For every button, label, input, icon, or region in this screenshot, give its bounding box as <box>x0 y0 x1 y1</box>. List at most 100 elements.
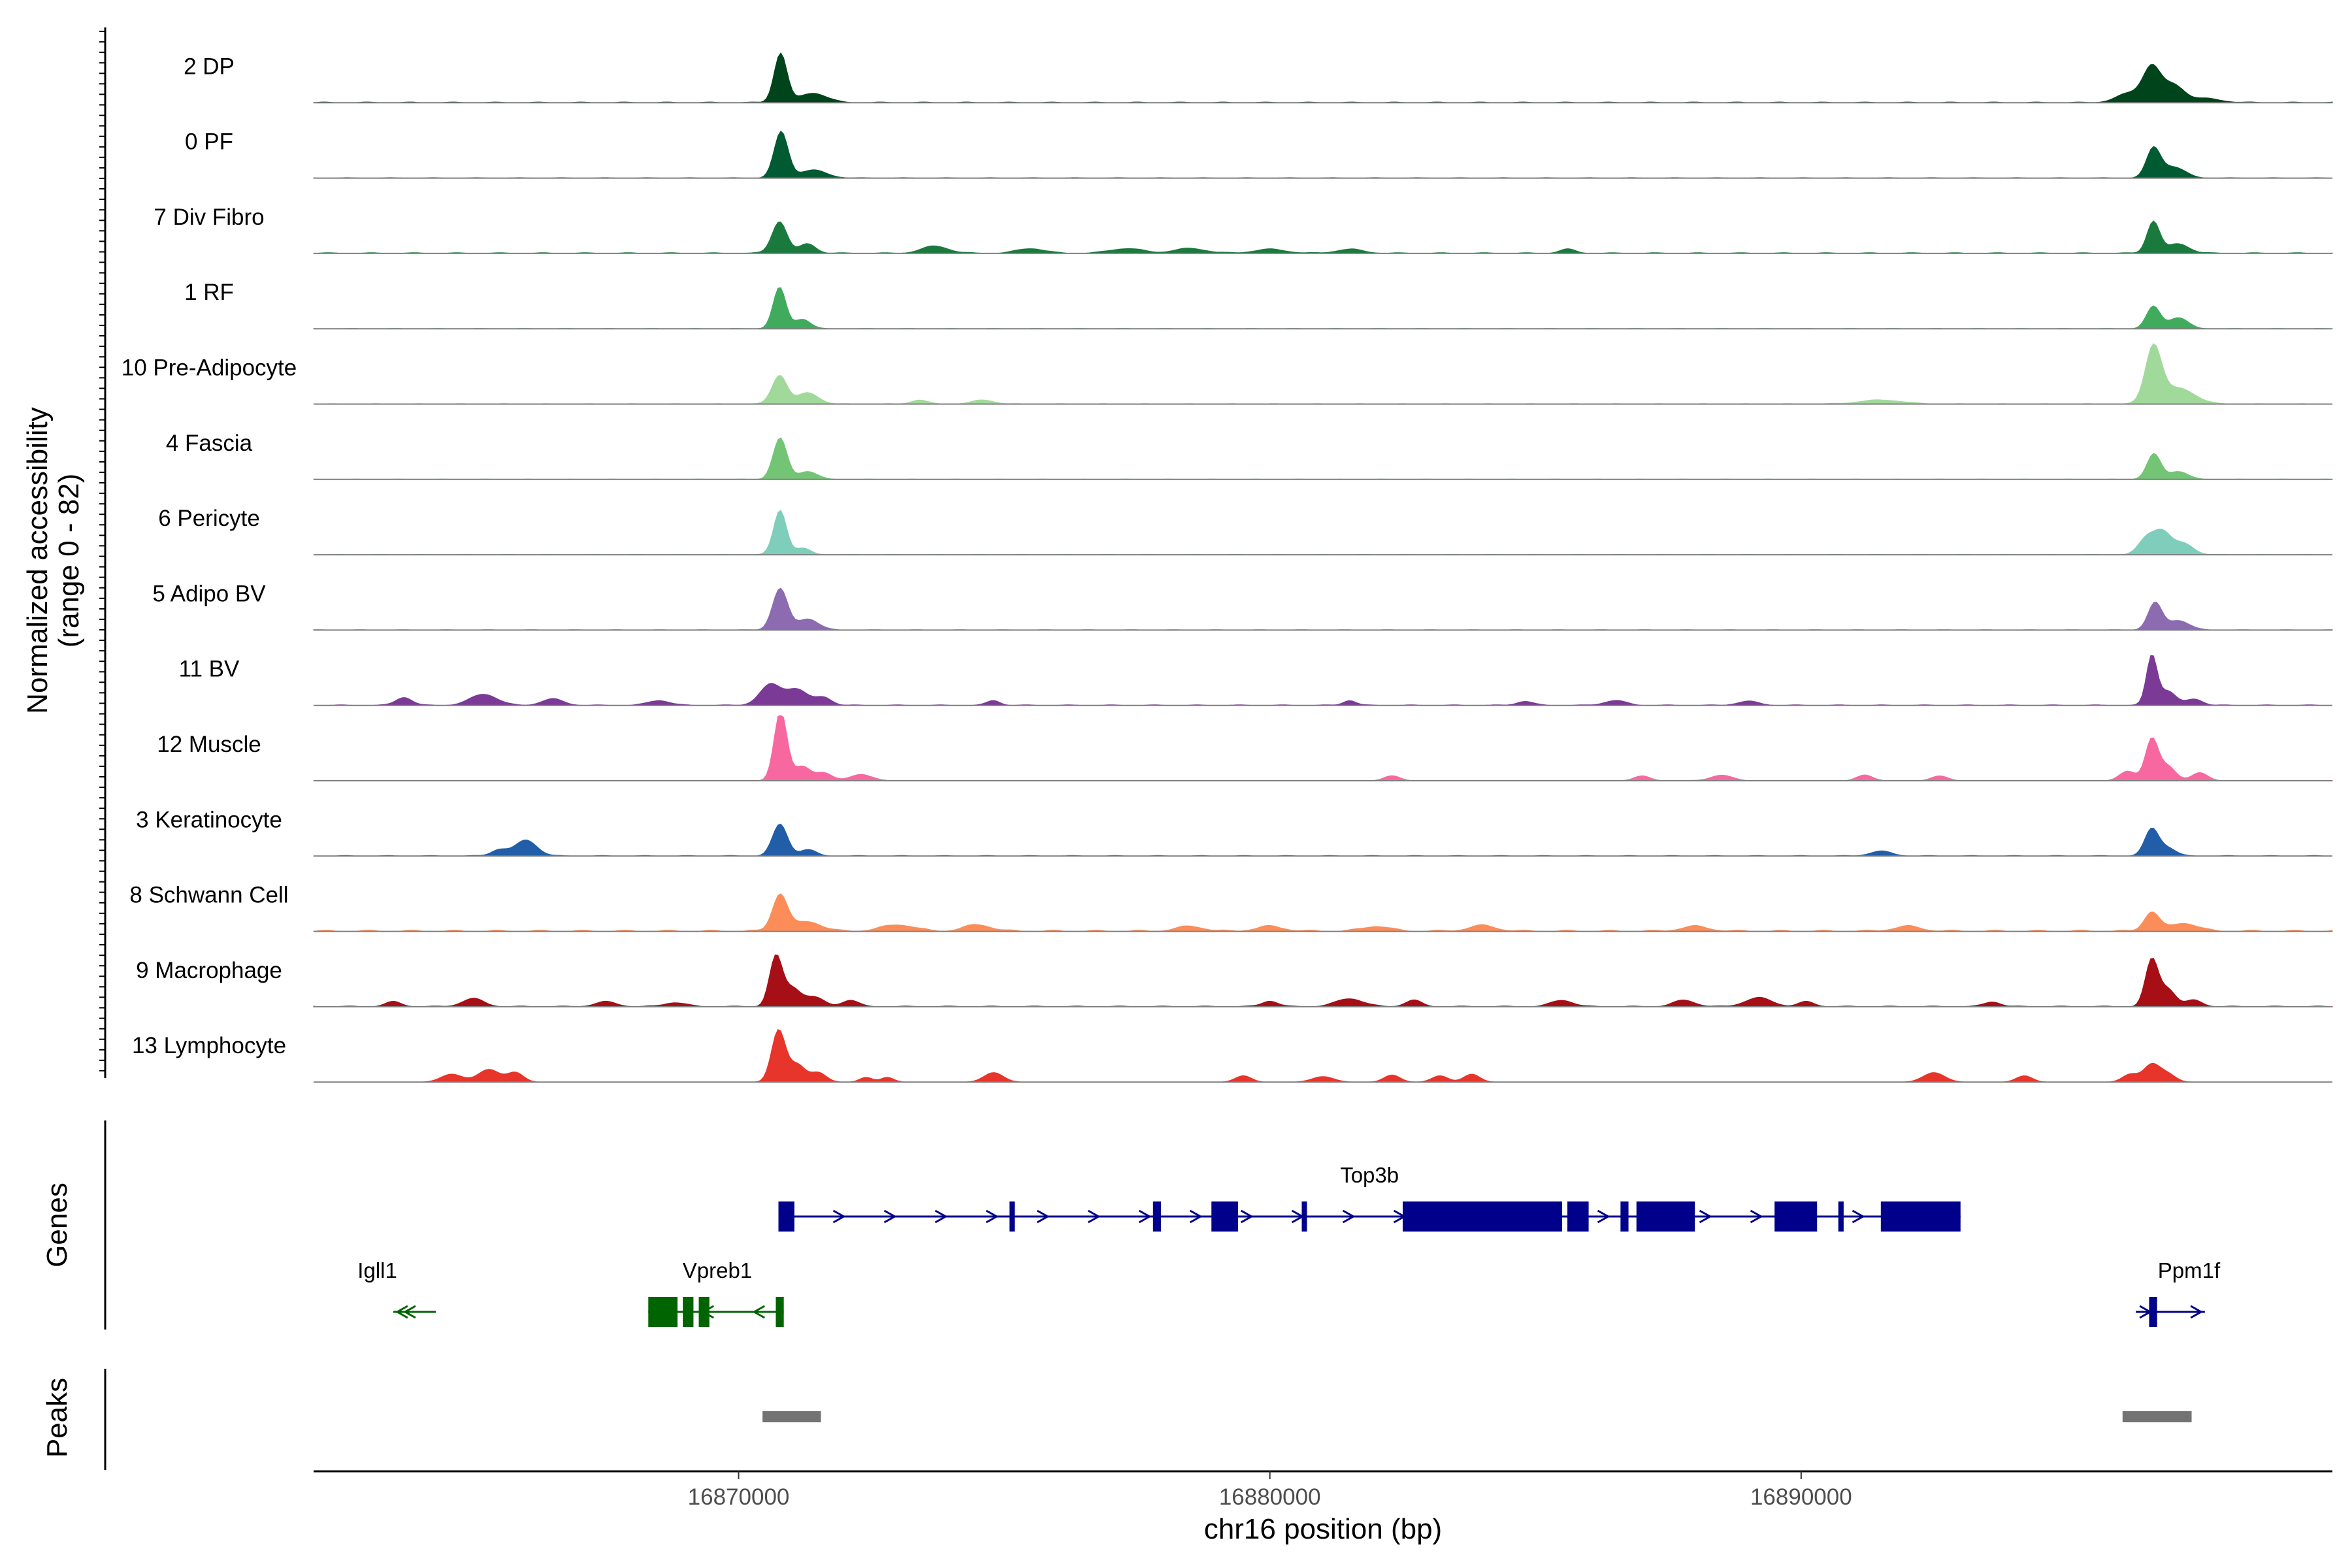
coverage-y-axis-ticks <box>99 31 105 1071</box>
gene-ppm1f: Ppm1f <box>2136 1258 2221 1327</box>
coverage-track-12-muscle: 12 Muscle <box>157 715 2333 781</box>
strand-arrow <box>402 1305 416 1319</box>
strand-arrow <box>1750 1209 1763 1224</box>
exon-block <box>778 1201 794 1232</box>
coverage-track-label: 4 Fascia <box>166 431 253 456</box>
coverage-track-6-pericyte: 6 Pericyte <box>158 506 2332 556</box>
peaks-track-label: Peaks <box>41 1378 73 1458</box>
exon-block <box>1774 1201 1818 1232</box>
strand-arrow <box>934 1209 948 1224</box>
strand-arrow <box>2190 1305 2204 1319</box>
coverage-area-4-fascia <box>313 437 2333 480</box>
exon-block <box>1880 1201 1961 1232</box>
strand-arrow <box>832 1209 846 1224</box>
coverage-track-label: 0 PF <box>185 129 233 155</box>
coverage-area-10-pre-adipocyte <box>314 343 2333 405</box>
strand-arrow <box>1036 1209 1050 1224</box>
coverage-track-label: 8 Schwann Cell <box>129 883 288 908</box>
coverage-area-7-div-fibro <box>313 220 2333 254</box>
coverage-track-label: 2 DP <box>184 54 235 79</box>
strand-arrow <box>1342 1209 1356 1224</box>
exon-block <box>1211 1201 1238 1232</box>
exon-block <box>776 1297 784 1327</box>
strand-arrow <box>395 1305 408 1319</box>
genes-track: Top3b Vpreb1 Igll1 Ppm1f <box>357 1163 2221 1327</box>
exon-block <box>1620 1201 1629 1232</box>
gene-vpreb1: Vpreb1 <box>648 1258 784 1327</box>
strand-arrow <box>1189 1209 1203 1224</box>
coverage-area-12-muscle <box>313 715 2333 781</box>
exon-block <box>648 1297 678 1327</box>
gene-label: Top3b <box>1340 1163 1399 1187</box>
exon-block <box>1152 1201 1161 1232</box>
coverage-area-0-pf <box>313 130 2333 179</box>
x-tick-label: 16880000 <box>1219 1484 1321 1510</box>
exon-block <box>1402 1201 1562 1232</box>
coverage-area-3-keratinocyte <box>313 823 2332 857</box>
coverage-area-11-bv <box>314 655 2332 706</box>
exon-block <box>698 1297 710 1327</box>
coverage-track-label: 9 Macrophage <box>136 958 282 983</box>
strand-arrow <box>985 1209 999 1224</box>
coverage-area-1-rf <box>313 287 2333 329</box>
y-axis-title-line-1: Normalized accessibility <box>22 407 54 713</box>
x-tick-label: 16890000 <box>1750 1484 1852 1510</box>
strand-arrow <box>1138 1209 1152 1224</box>
exon-block <box>683 1297 694 1327</box>
coverage-track-11-bv: 11 BV <box>179 655 2332 706</box>
coverage-track-label: 12 Muscle <box>157 732 261 757</box>
strand-arrow <box>1699 1209 1712 1224</box>
coverage-track-10-pre-adipocyte: 10 Pre-Adipocyte <box>122 343 2333 405</box>
exon-block <box>1636 1201 1695 1232</box>
exon-block <box>1838 1201 1844 1232</box>
coverage-track-4-fascia: 4 Fascia <box>166 431 2333 480</box>
gene-label: Igll1 <box>357 1258 397 1282</box>
coverage-track-label: 13 Lymphocyte <box>132 1033 286 1058</box>
coverage-track-8-schwann-cell: 8 Schwann Cell <box>129 883 2333 932</box>
exon-block <box>1009 1201 1015 1232</box>
strand-arrow <box>1087 1209 1101 1224</box>
coverage-track-2-dp: 2 DP <box>184 52 2333 104</box>
gene-label: Vpreb1 <box>683 1258 752 1282</box>
coverage-track-1-rf: 1 RF <box>184 280 2333 330</box>
coverage-area-9-macrophage <box>313 955 2333 1007</box>
coverage-area-13-lymphocyte <box>314 1029 2332 1083</box>
x-axis-ticks: 16870000 16880000 16890000 <box>688 1471 1852 1510</box>
coverage-area-5-adipo-bv <box>313 587 2333 630</box>
strand-arrow <box>752 1305 766 1319</box>
coverage-track-label: 5 Adipo BV <box>152 581 266 606</box>
strand-arrow <box>1240 1209 1254 1224</box>
gene-top3b: Top3b <box>778 1163 1961 1232</box>
strand-arrow <box>1852 1209 1865 1224</box>
exon-block <box>1567 1201 1589 1232</box>
coverage-area-8-schwann-cell <box>313 893 2333 932</box>
exon-block <box>1301 1201 1307 1232</box>
strand-arrow <box>1597 1209 1610 1224</box>
coverage-track-13-lymphocyte: 13 Lymphocyte <box>132 1029 2332 1083</box>
genes-track-label: Genes <box>41 1183 73 1267</box>
coverage-track-label: 6 Pericyte <box>158 506 260 531</box>
x-axis-title: chr16 position (bp) <box>1204 1513 1442 1545</box>
coverage-track-5-adipo-bv: 5 Adipo BV <box>152 581 2333 631</box>
gene-label: Ppm1f <box>2158 1258 2221 1282</box>
y-axis-title-line-2: (range 0 - 82) <box>53 474 85 648</box>
coverage-track-label: 7 Div Fibro <box>154 204 264 230</box>
coverage-track-0-pf: 0 PF <box>185 129 2333 179</box>
coverage-tracks: 2 DP 0 PF 7 Div Fibro 1 RF 10 Pre-Adipocyte 4… <box>122 52 2333 1083</box>
coverage-track-label: 3 Keratinocyte <box>136 807 282 832</box>
coverage-area-6-pericyte <box>314 510 2332 555</box>
coverage-track-9-macrophage: 9 Macrophage <box>136 955 2333 1007</box>
exon-block <box>2149 1297 2157 1327</box>
coverage-track-label: 10 Pre-Adipocyte <box>122 355 297 381</box>
coverage-track-3-keratinocyte: 3 Keratinocyte <box>136 807 2332 857</box>
coverage-area-2-dp <box>313 52 2333 103</box>
peaks-track <box>762 1411 2192 1422</box>
coverage-track-label: 1 RF <box>184 280 234 305</box>
coverage-track-7-div-fibro: 7 Div Fibro <box>154 204 2333 254</box>
gene-igll1: Igll1 <box>357 1258 436 1319</box>
peak-region <box>2122 1411 2192 1422</box>
x-tick-label: 16870000 <box>688 1484 790 1510</box>
strand-arrow <box>883 1209 897 1224</box>
coverage-track-label: 11 BV <box>179 657 240 682</box>
